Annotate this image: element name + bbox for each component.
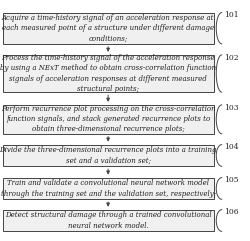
Text: 103: 103 [224, 104, 238, 112]
Text: Train and validate a convolutional neural network model
through the training set: Train and validate a convolutional neura… [0, 179, 216, 198]
Text: Process the time-history signal of the acceleration response
by using a NExT met: Process the time-history signal of the a… [0, 54, 216, 93]
Text: 101: 101 [224, 11, 238, 19]
Text: Acquire a time-history signal of an acceleration response at
each measured point: Acquire a time-history signal of an acce… [2, 14, 214, 42]
Text: 102: 102 [224, 54, 238, 62]
Text: Divide the three-dimensional recurrence plots into a training
set and a validati: Divide the three-dimensional recurrence … [0, 146, 217, 165]
FancyBboxPatch shape [2, 145, 214, 166]
Text: Perform recurrence plot processing on the cross-correlation
function signals, an: Perform recurrence plot processing on th… [1, 105, 216, 134]
Text: 106: 106 [224, 208, 238, 216]
FancyBboxPatch shape [2, 13, 214, 44]
FancyBboxPatch shape [2, 178, 214, 199]
Text: 105: 105 [224, 176, 238, 184]
Text: Detect structural damage through a trained convolutional
neural network model.: Detect structural damage through a train… [5, 211, 212, 230]
FancyBboxPatch shape [2, 55, 214, 92]
FancyBboxPatch shape [2, 105, 214, 134]
FancyBboxPatch shape [2, 210, 214, 231]
Text: 104: 104 [224, 143, 238, 151]
